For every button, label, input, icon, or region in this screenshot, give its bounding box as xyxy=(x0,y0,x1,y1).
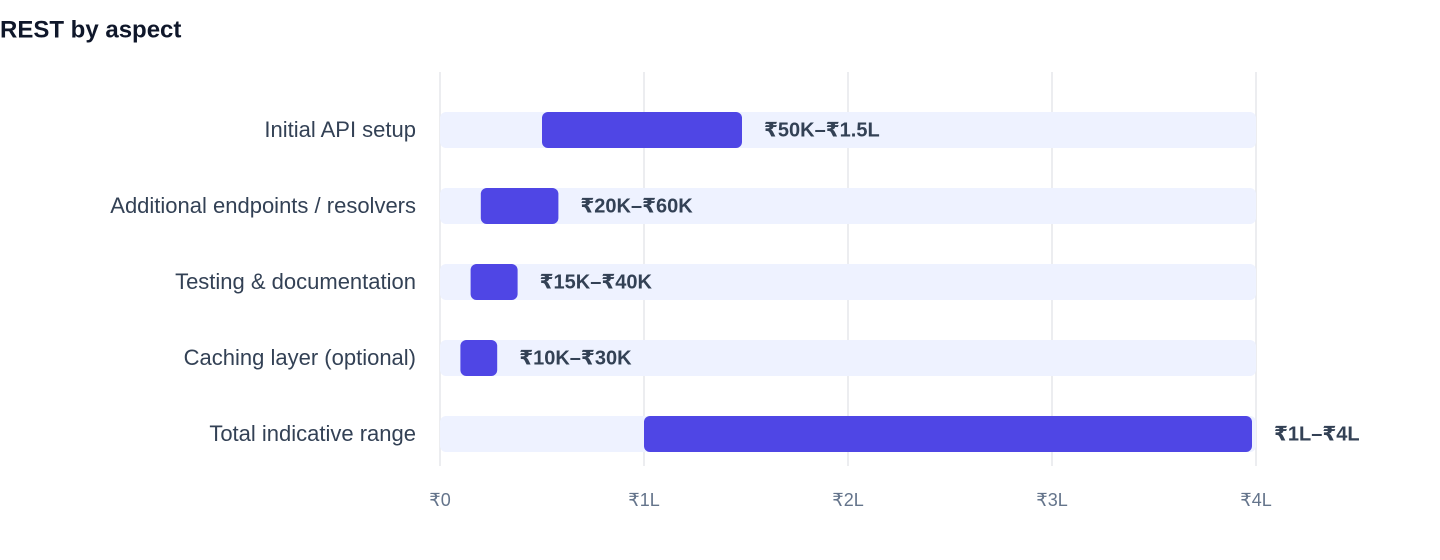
y-tick-label: Additional endpoints / resolvers xyxy=(110,193,416,218)
bar xyxy=(644,416,1252,452)
value-label: ₹20K–₹60K xyxy=(580,195,693,217)
bar xyxy=(460,340,498,376)
bar xyxy=(470,264,518,300)
bar xyxy=(480,188,559,224)
value-label: ₹10K–₹30K xyxy=(519,347,632,369)
x-tick-label: ₹0 xyxy=(429,490,450,510)
bar-track xyxy=(440,340,1256,376)
x-tick-label: ₹4L xyxy=(1240,490,1271,510)
x-tick-label: ₹2L xyxy=(832,490,863,510)
y-tick-label: Initial API setup xyxy=(264,117,416,142)
value-label: ₹1L–₹4L xyxy=(1274,423,1360,445)
value-label: ₹15K–₹40K xyxy=(540,271,653,293)
chart-title: REST by aspect xyxy=(0,16,181,43)
bar-track xyxy=(440,264,1256,300)
bar-track xyxy=(440,188,1256,224)
value-label: ₹50K–₹1.5L xyxy=(764,119,880,141)
bar xyxy=(542,112,742,148)
x-tick-label: ₹3L xyxy=(1036,490,1067,510)
y-tick-label: Testing & documentation xyxy=(175,269,416,294)
x-tick-label: ₹1L xyxy=(628,490,659,510)
y-tick-label: Total indicative range xyxy=(209,421,416,446)
y-tick-label: Caching layer (optional) xyxy=(184,345,416,370)
